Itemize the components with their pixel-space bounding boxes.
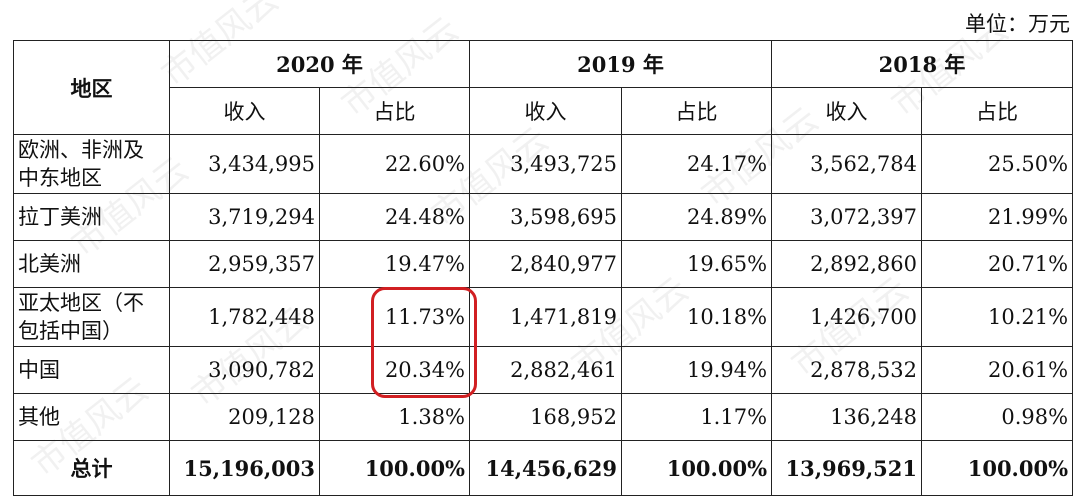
region-cell: 亚太地区（不 包括中国）	[13, 287, 170, 347]
share-cell: 11.73%	[318, 287, 471, 347]
year-header-2020: 2020 年	[168, 40, 471, 88]
revenue-header: 收入	[169, 87, 320, 135]
share-cell: 24.48%	[318, 193, 471, 241]
share-cell: 19.65%	[621, 240, 773, 288]
region-header: 地区	[13, 40, 170, 135]
revenue-cell: 2,882,461	[469, 346, 623, 394]
revenue-cell: 168,952	[469, 393, 623, 441]
share-header: 占比	[621, 87, 773, 135]
revenue-cell: 2,959,357	[169, 240, 320, 288]
revenue-cell: 3,434,995	[169, 134, 320, 194]
region-cell: 中国	[13, 346, 170, 394]
share-cell: 20.61%	[921, 346, 1074, 394]
year-header-2019: 2019 年	[469, 40, 773, 88]
revenue-cell: 2,892,860	[771, 240, 923, 288]
table-row: 中国 3,090,782 20.34% 2,882,461 19.94% 2,8…	[13, 346, 1074, 394]
regional-revenue-table: 地区 2020 年 2019 年 2018 年 收入 占比 收入 占比 收入 占…	[13, 40, 1074, 496]
share-cell: 1.38%	[318, 393, 471, 441]
table-row: 拉丁美洲 3,719,294 24.48% 3,598,695 24.89% 3…	[13, 193, 1074, 241]
revenue-cell: 1,426,700	[771, 287, 923, 347]
revenue-cell: 3,072,397	[771, 193, 923, 241]
share-cell: 1.17%	[621, 393, 773, 441]
revenue-cell: 3,719,294	[169, 193, 320, 241]
share-cell: 24.89%	[621, 193, 773, 241]
total-label: 总计	[13, 440, 170, 496]
share-cell: 22.60%	[318, 134, 471, 194]
revenue-header: 收入	[469, 87, 623, 135]
table-row: 欧洲、非洲及 中东地区 3,434,995 22.60% 3,493,725 24…	[13, 134, 1074, 194]
share-header: 占比	[921, 87, 1074, 135]
year-header-2018: 2018 年	[771, 40, 1074, 88]
revenue-cell: 209,128	[169, 393, 320, 441]
revenue-cell: 3,598,695	[469, 193, 623, 241]
share-cell: 0.98%	[921, 393, 1074, 441]
region-cell: 拉丁美洲	[13, 193, 170, 241]
revenue-cell: 3,493,725	[469, 134, 623, 194]
revenue-cell: 1,782,448	[169, 287, 320, 347]
total-revenue-cell: 15,196,003	[169, 440, 320, 496]
revenue-cell: 3,090,782	[169, 346, 320, 394]
share-cell: 20.34%	[318, 346, 471, 394]
table-row: 北美洲 2,959,357 19.47% 2,840,977 19.65% 2,…	[13, 240, 1074, 288]
revenue-cell: 3,562,784	[771, 134, 923, 194]
share-cell: 19.94%	[621, 346, 773, 394]
share-cell: 10.21%	[921, 287, 1074, 347]
share-cell: 25.50%	[921, 134, 1074, 194]
highlight-box	[371, 287, 477, 398]
total-revenue-cell: 14,456,629	[469, 440, 623, 496]
total-row: 总计 15,196,003 100.00% 14,456,629 100.00%…	[13, 440, 1074, 496]
table-row: 其他 209,128 1.38% 168,952 1.17% 136,248 0…	[13, 393, 1074, 441]
region-cell: 欧洲、非洲及 中东地区	[13, 134, 170, 194]
share-cell: 20.71%	[921, 240, 1074, 288]
region-cell: 北美洲	[13, 240, 170, 288]
share-header: 占比	[318, 87, 471, 135]
revenue-cell: 1,471,819	[469, 287, 623, 347]
revenue-cell: 2,840,977	[469, 240, 623, 288]
revenue-cell: 136,248	[771, 393, 923, 441]
share-cell: 19.47%	[318, 240, 471, 288]
share-cell: 10.18%	[621, 287, 773, 347]
share-cell: 24.17%	[621, 134, 773, 194]
total-share-cell: 100.00%	[921, 440, 1074, 496]
unit-label: 单位：万元	[965, 12, 1070, 36]
table-row: 亚太地区（不 包括中国） 1,782,448 11.73% 1,471,819 1…	[13, 287, 1074, 347]
revenue-cell: 2,878,532	[771, 346, 923, 394]
region-cell: 其他	[13, 393, 170, 441]
share-cell: 21.99%	[921, 193, 1074, 241]
total-share-cell: 100.00%	[318, 440, 471, 496]
total-revenue-cell: 13,969,521	[771, 440, 923, 496]
revenue-header: 收入	[771, 87, 923, 135]
total-share-cell: 100.00%	[621, 440, 773, 496]
